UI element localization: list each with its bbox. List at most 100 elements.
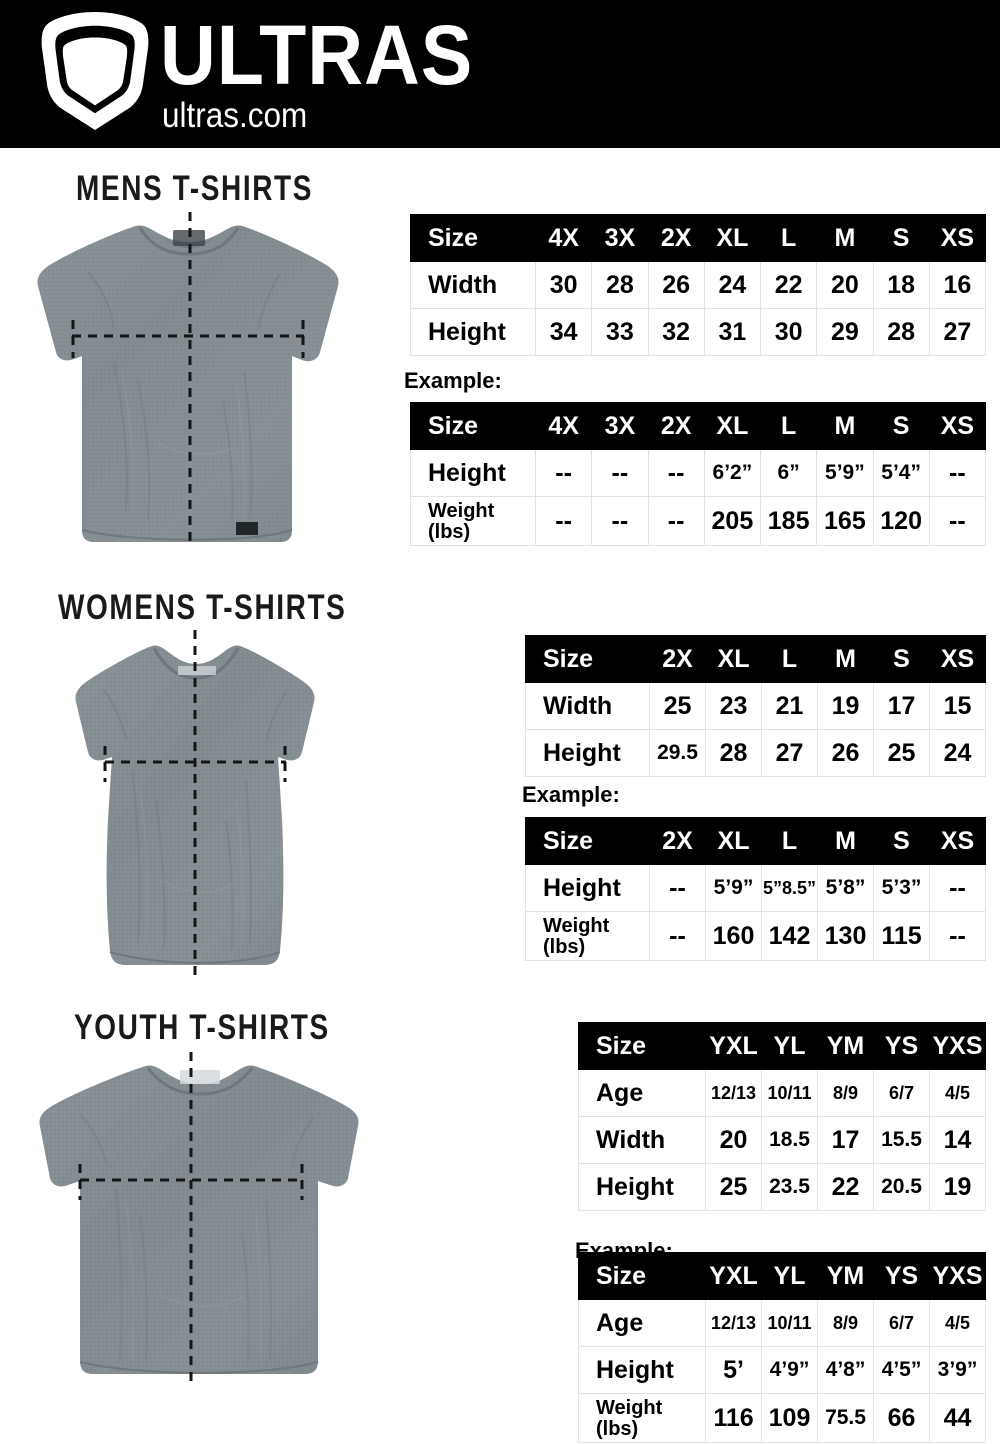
cell: --	[591, 449, 649, 497]
measure-lines	[71, 212, 305, 548]
col-header-ys: YS	[873, 1022, 930, 1070]
row-label-weight-line1: Weight	[543, 915, 610, 937]
row-label-weight-line2: (lbs)	[428, 521, 471, 543]
col-header-l: L	[759, 214, 818, 262]
cell: 15.5	[873, 1116, 930, 1164]
col-header-xs: XS	[928, 214, 987, 262]
col-header-s: S	[872, 402, 930, 450]
cell: 12/13	[705, 1299, 762, 1347]
cell: 22	[817, 1163, 874, 1211]
cell: 3’9”	[929, 1346, 986, 1394]
col-header-yxl: YXL	[705, 1252, 762, 1300]
brand-lockup: ULTRAS ultras.com	[36, 8, 500, 134]
table-row-age: Age 12/13 10/11 8/9 6/7 4/5	[578, 1069, 986, 1117]
cell: 5’9”	[705, 864, 762, 912]
col-header-4x: 4X	[534, 214, 593, 262]
cell: --	[928, 449, 987, 497]
cell: 25	[873, 729, 930, 777]
cell: 66	[873, 1393, 930, 1443]
cell: 16	[928, 261, 987, 309]
cell: 5”8.5”	[761, 864, 818, 912]
table-header-row: Size 2X XL L M S XS	[525, 635, 986, 683]
table-row-height: Height 34 33 32 31 30 29 28 27	[410, 308, 987, 356]
cell: 33	[591, 308, 649, 356]
col-header-ys: YS	[873, 1252, 930, 1300]
cell: 205	[703, 496, 762, 546]
col-header-xl: XL	[703, 402, 762, 450]
col-header-l: L	[761, 635, 818, 683]
cell: 116	[705, 1393, 762, 1443]
youth-example-table: Size YXL YL YM YS YXS Age 12/13 10/11 8/…	[578, 1252, 986, 1443]
shield-pentagon-icon	[41, 11, 149, 130]
col-header-2x: 2X	[649, 817, 706, 865]
col-header-xl: XL	[705, 817, 762, 865]
cell: 165	[816, 496, 874, 546]
col-header-size: Size	[410, 402, 536, 450]
cell: 6’2”	[703, 449, 762, 497]
table-row-height: Height -- -- -- 6’2” 6” 5’9” 5’4” --	[410, 449, 987, 497]
cell: 6/7	[873, 1299, 930, 1347]
cell: --	[534, 496, 593, 546]
cell: 26	[817, 729, 874, 777]
col-header-s: S	[873, 635, 930, 683]
cell: 5’9”	[816, 449, 874, 497]
measure-lines	[103, 630, 287, 982]
row-label-height: Height	[410, 449, 536, 497]
cell: 30	[534, 261, 593, 309]
cell: 28	[705, 729, 762, 777]
row-label-height: Height	[578, 1346, 706, 1394]
cell: 28	[872, 308, 930, 356]
col-header-xs: XS	[928, 402, 987, 450]
col-header-3x: 3X	[591, 214, 649, 262]
cell: 75.5	[817, 1393, 874, 1443]
table-row-height: Height 25 23.5 22 20.5 19	[578, 1163, 986, 1211]
table-header-row: Size 2X XL L M S XS	[525, 817, 986, 865]
col-header-xs: XS	[929, 635, 986, 683]
cell: 29	[816, 308, 874, 356]
col-header-l: L	[759, 402, 818, 450]
cell: 5’3”	[873, 864, 930, 912]
col-header-2x: 2X	[647, 214, 705, 262]
table-row-height: Height 29.5 28 27 26 25 24	[525, 729, 986, 777]
col-header-m: M	[817, 817, 874, 865]
cell: 4’9”	[761, 1346, 818, 1394]
cell: --	[928, 496, 987, 546]
cell: 23.5	[761, 1163, 818, 1211]
col-header-s: S	[873, 817, 930, 865]
cell: 5’8”	[817, 864, 874, 912]
row-label-height: Height	[525, 864, 650, 912]
table-row-age: Age 12/13 10/11 8/9 6/7 4/5	[578, 1299, 986, 1347]
col-header-size: Size	[578, 1022, 706, 1070]
cell: 15	[929, 682, 986, 730]
measure-lines	[78, 1052, 304, 1388]
row-label-width: Width	[410, 261, 536, 309]
cell: 185	[759, 496, 818, 546]
cell: 30	[759, 308, 818, 356]
table-row-height: Height -- 5’9” 5”8.5” 5’8” 5’3” --	[525, 864, 986, 912]
cell: 4/5	[929, 1299, 986, 1347]
col-header-m: M	[817, 635, 874, 683]
cell: 20	[705, 1116, 762, 1164]
cell: 109	[761, 1393, 818, 1443]
cell: 17	[873, 682, 930, 730]
youth-tshirt-image	[28, 1044, 378, 1400]
table-row-weight: Weight (lbs) -- 160 142 130 115 --	[525, 911, 986, 961]
col-header-m: M	[816, 214, 874, 262]
womens-size-table: Size 2X XL L M S XS Width 25 23 21 19 17…	[525, 635, 986, 777]
table-header-row: Size YXL YL YM YS YXS	[578, 1252, 986, 1300]
col-header-yxl: YXL	[705, 1022, 762, 1070]
cell: 4’5”	[873, 1346, 930, 1394]
cell: 10/11	[761, 1069, 818, 1117]
section-title-womens: WOMENS T-SHIRTS	[58, 588, 347, 627]
table-row-height: Height 5’ 4’9” 4’8” 4’5” 3’9”	[578, 1346, 986, 1394]
row-label-width: Width	[525, 682, 650, 730]
col-header-xl: XL	[703, 214, 762, 262]
cell: 27	[761, 729, 818, 777]
col-header-size: Size	[525, 635, 650, 683]
table-row-width: Width 20 18.5 17 15.5 14	[578, 1116, 986, 1164]
row-label-age: Age	[578, 1069, 706, 1117]
cell: 20.5	[873, 1163, 930, 1211]
cell: 142	[761, 911, 818, 961]
row-label-weight-line2: (lbs)	[543, 936, 586, 958]
